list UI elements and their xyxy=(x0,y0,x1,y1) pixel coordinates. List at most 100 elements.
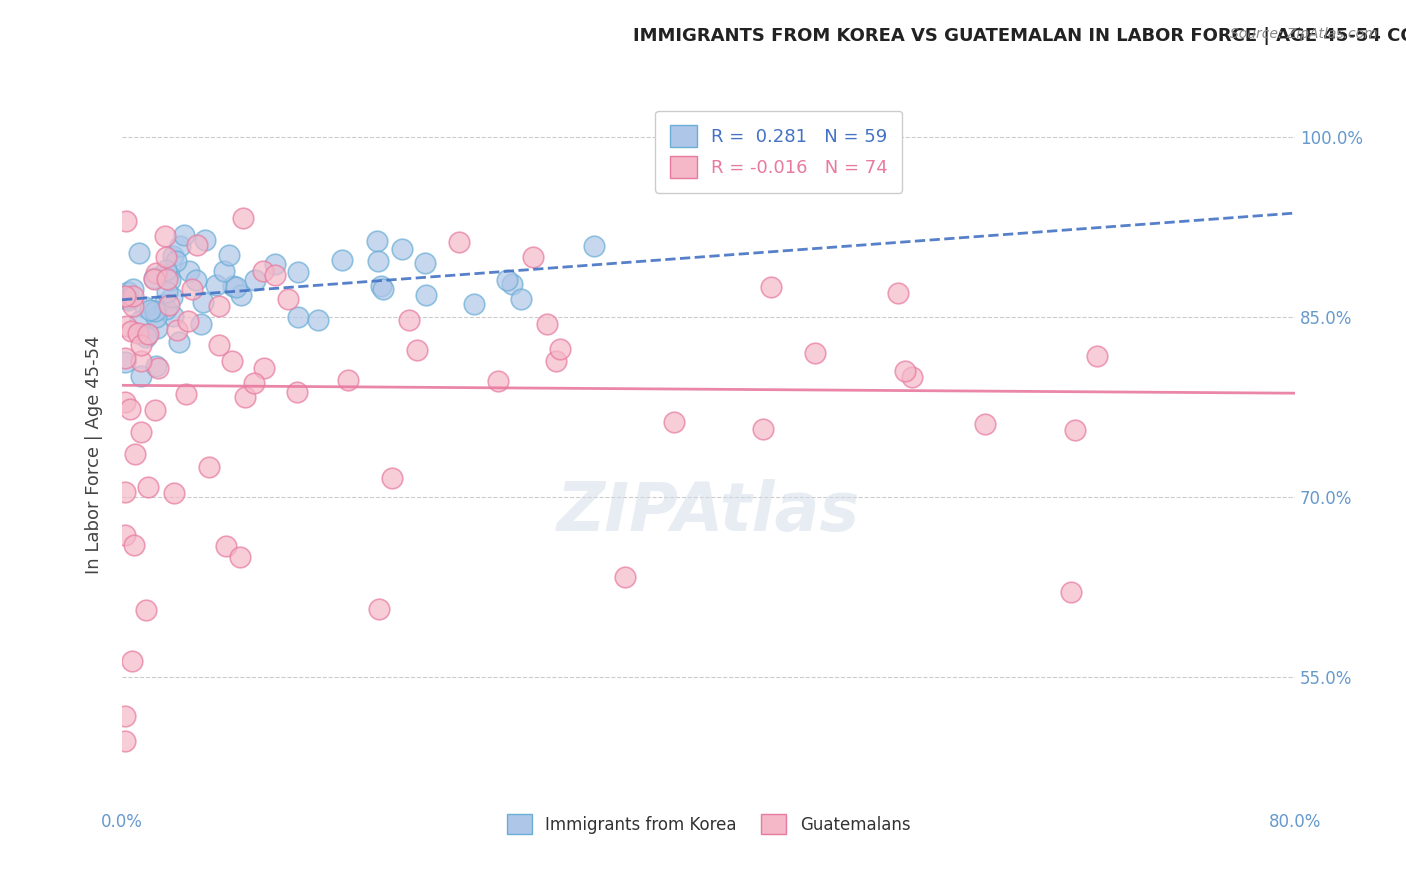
Immigrants from Korea xyxy=(222,278,245,293)
Guatemalans xyxy=(115,319,138,334)
Immigrants from Korea xyxy=(162,309,184,323)
Guatemalans xyxy=(447,235,470,249)
Immigrants from Korea xyxy=(117,285,139,299)
Immigrants from Korea xyxy=(415,288,437,302)
Guatemalans xyxy=(887,285,910,300)
Guatemalans xyxy=(253,360,276,375)
Guatemalans xyxy=(752,422,775,436)
Guatemalans xyxy=(115,214,138,228)
Guatemalans xyxy=(166,323,188,337)
Immigrants from Korea xyxy=(307,313,329,327)
Immigrants from Korea xyxy=(165,254,187,268)
Immigrants from Korea xyxy=(157,268,180,282)
Immigrants from Korea xyxy=(121,282,143,296)
Guatemalans xyxy=(135,603,157,617)
Immigrants from Korea xyxy=(287,265,309,279)
Guatemalans xyxy=(759,279,782,293)
Immigrants from Korea xyxy=(371,282,394,296)
Guatemalans xyxy=(174,387,197,401)
Immigrants from Korea xyxy=(167,335,190,350)
Guatemalans xyxy=(114,351,136,366)
Guatemalans xyxy=(901,369,924,384)
Immigrants from Korea xyxy=(391,243,413,257)
Immigrants from Korea xyxy=(136,326,159,341)
Immigrants from Korea xyxy=(173,227,195,242)
Immigrants from Korea xyxy=(128,314,150,328)
Guatemalans xyxy=(221,353,243,368)
Immigrants from Korea xyxy=(155,301,177,316)
Guatemalans xyxy=(544,353,567,368)
Text: ZIPAtlas: ZIPAtlas xyxy=(557,478,860,544)
Guatemalans xyxy=(121,653,143,667)
Immigrants from Korea xyxy=(156,285,179,299)
Immigrants from Korea xyxy=(212,263,235,277)
Immigrants from Korea xyxy=(115,291,138,305)
Guatemalans xyxy=(114,394,136,409)
Immigrants from Korea xyxy=(134,300,156,314)
Guatemalans xyxy=(381,471,404,485)
Immigrants from Korea xyxy=(501,277,523,292)
Guatemalans xyxy=(163,485,186,500)
Text: IMMIGRANTS FROM KOREA VS GUATEMALAN IN LABOR FORCE | AGE 45-54 CORRELATION CHART: IMMIGRANTS FROM KOREA VS GUATEMALAN IN L… xyxy=(633,27,1406,45)
Guatemalans xyxy=(208,337,231,351)
Guatemalans xyxy=(118,401,141,416)
Guatemalans xyxy=(614,570,637,584)
Immigrants from Korea xyxy=(160,290,183,304)
Guatemalans xyxy=(285,385,308,400)
Guatemalans xyxy=(176,314,198,328)
Guatemalans xyxy=(232,211,254,226)
Guatemalans xyxy=(143,403,166,417)
Guatemalans xyxy=(146,361,169,376)
Immigrants from Korea xyxy=(135,330,157,344)
Guatemalans xyxy=(129,354,152,368)
Guatemalans xyxy=(124,447,146,461)
Immigrants from Korea xyxy=(184,272,207,286)
Text: Source: ZipAtlas.com: Source: ZipAtlas.com xyxy=(1230,27,1378,41)
Guatemalans xyxy=(486,374,509,388)
Guatemalans xyxy=(186,237,208,252)
Guatemalans xyxy=(155,250,177,264)
Immigrants from Korea xyxy=(205,278,228,293)
Immigrants from Korea xyxy=(415,256,437,270)
Guatemalans xyxy=(548,343,571,357)
Immigrants from Korea xyxy=(159,273,181,287)
Immigrants from Korea xyxy=(496,273,519,287)
Immigrants from Korea xyxy=(114,355,136,369)
Guatemalans xyxy=(156,272,179,286)
Immigrants from Korea xyxy=(225,279,247,293)
Guatemalans xyxy=(114,527,136,541)
Guatemalans xyxy=(233,391,256,405)
Guatemalans xyxy=(155,229,177,244)
Immigrants from Korea xyxy=(463,297,485,311)
Guatemalans xyxy=(114,734,136,748)
Immigrants from Korea xyxy=(145,310,167,324)
Guatemalans xyxy=(264,268,287,283)
Immigrants from Korea xyxy=(263,256,285,270)
Guatemalans xyxy=(1063,423,1085,437)
Guatemalans xyxy=(522,250,544,264)
Immigrants from Korea xyxy=(218,248,240,262)
Immigrants from Korea xyxy=(179,264,201,278)
Immigrants from Korea xyxy=(153,297,176,311)
Immigrants from Korea xyxy=(129,369,152,384)
Guatemalans xyxy=(215,539,238,553)
Guatemalans xyxy=(398,313,420,327)
Immigrants from Korea xyxy=(128,245,150,260)
Guatemalans xyxy=(138,480,160,494)
Guatemalans xyxy=(122,537,145,551)
Immigrants from Korea xyxy=(510,292,533,306)
Immigrants from Korea xyxy=(194,233,217,247)
Guatemalans xyxy=(894,364,917,378)
Guatemalans xyxy=(367,601,389,615)
Immigrants from Korea xyxy=(145,304,167,318)
Immigrants from Korea xyxy=(370,278,392,293)
Guatemalans xyxy=(120,324,142,338)
Guatemalans xyxy=(142,271,165,285)
Immigrants from Korea xyxy=(330,252,353,267)
Guatemalans xyxy=(197,459,219,474)
Guatemalans xyxy=(406,343,429,358)
Guatemalans xyxy=(243,376,266,390)
Guatemalans xyxy=(121,289,143,303)
Guatemalans xyxy=(252,264,274,278)
Immigrants from Korea xyxy=(145,359,167,373)
